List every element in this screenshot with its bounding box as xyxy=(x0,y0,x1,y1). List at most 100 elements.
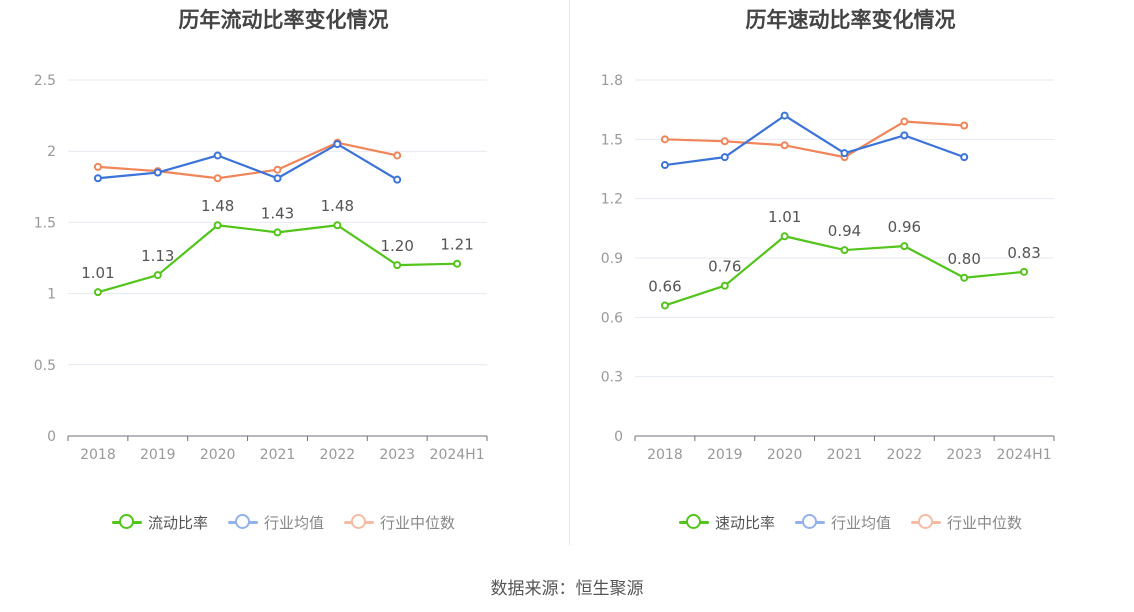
legend-marker-icon xyxy=(227,514,258,530)
data-point-industry-average[interactable] xyxy=(900,131,909,140)
legend-label: 行业均值 xyxy=(830,513,891,532)
data-point-industry-average[interactable] xyxy=(273,174,282,183)
legend-item-primary[interactable]: 速动比率 xyxy=(678,512,775,533)
data-point-primary[interactable] xyxy=(780,232,789,241)
chart-title: 历年速动比率变化情况 xyxy=(745,8,956,32)
y-tick-label: 1.8 xyxy=(601,73,623,89)
legend-label: 速动比率 xyxy=(714,513,775,532)
x-tick-label: 2022 xyxy=(320,447,356,463)
data-label: 1.13 xyxy=(141,247,174,265)
y-tick-label: 0.6 xyxy=(601,310,623,326)
legend-label: 行业中位数 xyxy=(380,513,456,532)
data-point-primary[interactable] xyxy=(153,271,162,280)
data-point-industry-median[interactable] xyxy=(900,117,909,126)
data-label: 0.83 xyxy=(1007,244,1040,262)
data-point-industry-average[interactable] xyxy=(213,151,222,160)
data-label: 1.43 xyxy=(261,204,294,222)
legend-label: 行业均值 xyxy=(263,513,324,532)
legend-marker-icon xyxy=(111,514,142,530)
data-label: 1.48 xyxy=(201,197,234,215)
x-tick-label: 2022 xyxy=(887,447,923,463)
data-point-primary[interactable] xyxy=(900,242,909,251)
data-label: 1.01 xyxy=(81,264,114,282)
y-tick-label: 0.3 xyxy=(601,370,623,386)
legend-item-industry-median[interactable]: 行业中位数 xyxy=(911,512,1022,533)
series-line-industry-average xyxy=(664,114,965,167)
x-tick-label: 2020 xyxy=(767,447,803,463)
data-point-industry-median[interactable] xyxy=(660,135,669,144)
data-point-industry-median[interactable] xyxy=(780,141,789,150)
y-tick-label: 0.5 xyxy=(34,358,56,374)
y-tick-label: 1 xyxy=(47,287,56,303)
data-label: 0.76 xyxy=(708,258,741,276)
data-point-primary[interactable] xyxy=(960,273,969,282)
x-tick-label: 2024H1 xyxy=(430,447,485,463)
quick-ratio-chart: 历年速动比率变化情况 0 0.3 0.6 0.9 1.2 1.5 1.8 2018 2019 20… xyxy=(567,0,1134,560)
data-point-primary[interactable] xyxy=(1020,267,1029,276)
data-point-primary[interactable] xyxy=(213,221,222,230)
data-point-industry-average[interactable] xyxy=(153,168,162,177)
legend-item-industry-average[interactable]: 行业均值 xyxy=(227,512,324,533)
data-label: 0.80 xyxy=(948,250,981,268)
data-point-industry-average[interactable] xyxy=(960,153,969,162)
legend-marker-icon xyxy=(344,514,374,530)
data-point-industry-average[interactable] xyxy=(393,175,402,184)
x-tick-label: 2019 xyxy=(707,447,743,463)
legend-marker-icon xyxy=(794,514,825,530)
legend-label: 流动比率 xyxy=(147,513,208,532)
x-tick-label: 2018 xyxy=(80,447,116,463)
legend-marker-icon xyxy=(678,514,709,530)
data-point-primary[interactable] xyxy=(93,288,102,297)
legend-item-industry-average[interactable]: 行业均值 xyxy=(794,512,891,533)
data-label: 1.20 xyxy=(381,237,414,255)
x-tick-label: 2024H1 xyxy=(997,447,1052,463)
data-point-industry-median[interactable] xyxy=(273,165,282,174)
legend-label: 行业中位数 xyxy=(947,513,1023,532)
data-label: 0.96 xyxy=(888,218,921,236)
x-tick-label: 2018 xyxy=(647,447,683,463)
data-point-industry-median[interactable] xyxy=(213,174,222,183)
data-point-industry-median[interactable] xyxy=(393,151,402,160)
series-line-industry-median xyxy=(97,141,398,180)
chart-plot: 0 0.5 1 1.5 2 2.5 2018 2019 2020 2021 2022 2023 2024… xyxy=(34,73,488,463)
data-point-primary[interactable] xyxy=(393,261,402,270)
data-point-industry-average[interactable] xyxy=(660,161,669,170)
data-label: 1.21 xyxy=(440,236,473,254)
data-point-primary[interactable] xyxy=(273,228,282,237)
legend-item-industry-median[interactable]: 行业中位数 xyxy=(344,512,455,533)
data-point-primary[interactable] xyxy=(720,281,729,290)
series-line-industry-median xyxy=(664,120,965,159)
data-point-industry-median[interactable] xyxy=(93,162,102,171)
y-tick-label: 1.5 xyxy=(34,215,56,231)
y-tick-label: 2 xyxy=(47,144,56,160)
data-point-industry-average[interactable] xyxy=(333,140,342,149)
data-point-industry-average[interactable] xyxy=(840,149,849,158)
data-point-industry-median[interactable] xyxy=(720,137,729,146)
x-tick-label: 2019 xyxy=(140,447,176,463)
data-point-primary[interactable] xyxy=(660,301,669,310)
series-line-industry-average xyxy=(97,142,398,181)
data-point-primary[interactable] xyxy=(453,259,462,268)
data-point-primary[interactable] xyxy=(333,221,342,230)
data-point-industry-average[interactable] xyxy=(780,111,789,120)
data-label: 0.66 xyxy=(648,277,681,295)
y-tick-label: 1.2 xyxy=(601,192,623,208)
y-tick-label: 2.5 xyxy=(34,73,56,89)
chart-title: 历年流动比率变化情况 xyxy=(178,8,389,32)
y-tick-label: 0 xyxy=(47,429,56,445)
panel-divider xyxy=(569,0,570,545)
y-tick-label: 1.5 xyxy=(601,132,623,148)
current-ratio-chart: 历年流动比率变化情况 0 0.5 1 1.5 2 2.5 2018 2019 2020 2021 2… xyxy=(0,0,567,560)
data-point-primary[interactable] xyxy=(840,246,849,255)
chart-legend: 速动比率 行业均值 行业中位数 xyxy=(567,510,1134,534)
legend-item-primary[interactable]: 流动比率 xyxy=(111,512,208,533)
data-point-industry-average[interactable] xyxy=(720,153,729,162)
x-tick-label: 2020 xyxy=(200,447,236,463)
y-tick-label: 0.9 xyxy=(601,251,623,267)
data-point-industry-average[interactable] xyxy=(93,174,102,183)
data-source-note: 数据来源：恒生聚源 xyxy=(490,579,644,599)
data-label: 0.94 xyxy=(828,222,861,240)
x-tick-label: 2021 xyxy=(827,447,863,463)
data-point-industry-median[interactable] xyxy=(960,121,969,130)
x-tick-label: 2023 xyxy=(946,447,982,463)
